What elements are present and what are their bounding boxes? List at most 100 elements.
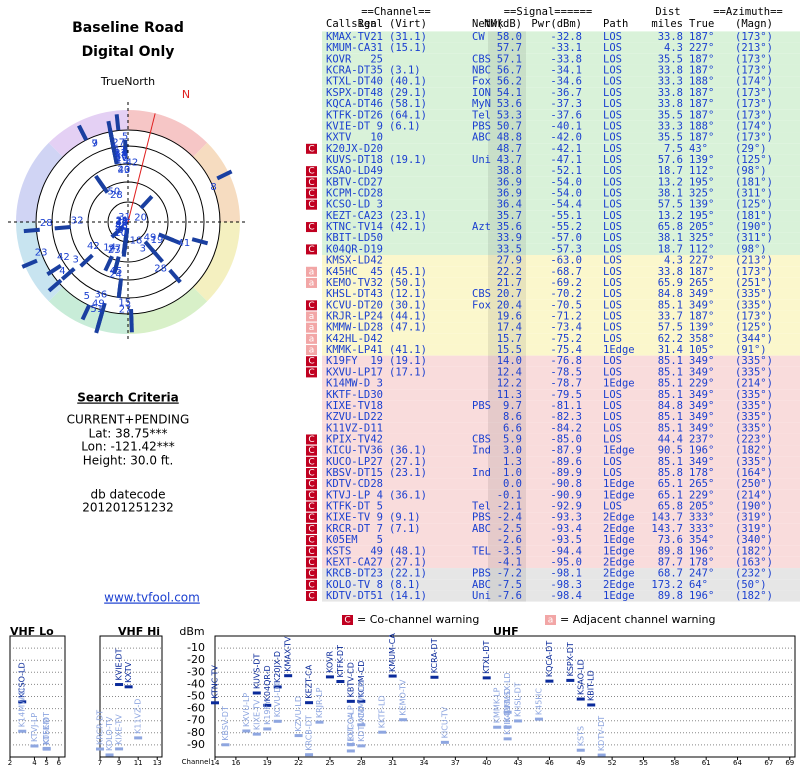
cell-nm: 15.5 bbox=[497, 344, 522, 356]
cell-call: KUVS-DT bbox=[326, 154, 371, 166]
cell-netwk: Ind bbox=[472, 445, 491, 457]
cell-nm: 57.1 bbox=[497, 53, 522, 65]
x-tick-label: 64 bbox=[733, 759, 742, 767]
db-label: db datecode bbox=[90, 488, 165, 502]
cell-nm: 0.0 bbox=[503, 478, 522, 490]
spoke-channel: 23 bbox=[108, 245, 121, 256]
cell-magn: (311°) bbox=[735, 188, 773, 200]
warning-mark: C bbox=[308, 167, 314, 177]
station-bar bbox=[18, 729, 27, 733]
cell-pwr: -71.2 bbox=[550, 311, 582, 323]
spoke-channel: 5 bbox=[122, 132, 128, 143]
cell-miles: 85.1 bbox=[658, 378, 683, 390]
cell-magn: (173°) bbox=[735, 65, 773, 77]
spoke-channel: 18 bbox=[130, 235, 143, 246]
cell-real: 43 bbox=[370, 288, 383, 300]
station-bar bbox=[357, 744, 366, 748]
cell-call: KEXT-CA bbox=[326, 556, 371, 568]
spoke-channel: 49 bbox=[144, 232, 157, 243]
cell-call: KXVU-LP bbox=[326, 366, 370, 378]
row-bg bbox=[322, 299, 800, 311]
cell-call: K45HC bbox=[326, 266, 358, 278]
cell-miles: 31.4 bbox=[658, 344, 683, 356]
cell-path: 1Edge bbox=[603, 545, 635, 557]
cell-true: 325° bbox=[689, 188, 714, 200]
warning-mark: C bbox=[308, 144, 314, 154]
row-bg bbox=[322, 579, 800, 591]
criteria-lat: Lat: 38.75*** bbox=[89, 427, 168, 441]
warning-mark: C bbox=[308, 200, 314, 210]
station-label: KCVU-DT bbox=[273, 682, 282, 718]
cell-call: K04QR-D bbox=[326, 243, 370, 255]
cell-real: 4 bbox=[377, 489, 383, 501]
row-bg bbox=[322, 489, 800, 501]
station-bar bbox=[545, 679, 554, 683]
cell-miles: 7.5 bbox=[664, 143, 683, 155]
cell-real: 42 bbox=[370, 255, 383, 267]
cell-magn: (232°) bbox=[735, 568, 773, 580]
cell-magn: (335°) bbox=[735, 288, 773, 300]
warning-box bbox=[306, 468, 317, 479]
row-bg bbox=[322, 109, 800, 121]
station-bar bbox=[115, 747, 124, 751]
cell-real: 27 bbox=[370, 456, 383, 468]
spoke-channel: 10 bbox=[114, 228, 127, 239]
spoke-channel: 35 bbox=[116, 217, 129, 228]
cell-pwr: -70.5 bbox=[550, 299, 582, 311]
cell-real: 20 bbox=[370, 143, 383, 155]
cell-true: 205° bbox=[689, 221, 714, 233]
spoke-channel: 28 bbox=[110, 190, 123, 201]
cell-path: LOS bbox=[603, 31, 622, 43]
cell-magn: (125°) bbox=[735, 199, 773, 211]
spoke-channel: 43 bbox=[118, 165, 131, 176]
cell-call: KKTF-LD bbox=[326, 389, 370, 401]
cell-netwk: ABC bbox=[472, 523, 491, 535]
spoke-channel: 25 bbox=[116, 216, 129, 227]
row-bg bbox=[322, 333, 800, 345]
station-spoke bbox=[116, 281, 123, 299]
cell-path: LOS bbox=[603, 288, 622, 300]
cell-miles: 13.2 bbox=[658, 210, 683, 222]
cell-real: 26 bbox=[370, 109, 383, 121]
station-label: KRCB-DT bbox=[305, 715, 314, 751]
warning-mark: a bbox=[309, 267, 315, 277]
cell-magn: (223°) bbox=[735, 433, 773, 445]
column-header: Callsign bbox=[326, 18, 377, 30]
cell-netwk: Tel bbox=[472, 501, 491, 513]
cell-nm: 33.9 bbox=[497, 232, 522, 244]
cell-real: 45 bbox=[370, 266, 383, 278]
cell-magn: (98°) bbox=[735, 243, 767, 255]
cell-miles: 57.6 bbox=[658, 154, 683, 166]
warning-box bbox=[306, 177, 317, 188]
cell-real: 9 bbox=[377, 120, 383, 132]
cell-pwr: -85.0 bbox=[550, 433, 582, 445]
cell-call: KEMO-TV bbox=[326, 277, 371, 289]
row-bg bbox=[322, 366, 800, 378]
cell-pwr: -42.0 bbox=[550, 132, 582, 144]
cell-pwr: -90.9 bbox=[550, 489, 582, 501]
x-tick-label: 11 bbox=[134, 759, 143, 767]
warning-mark: C bbox=[308, 301, 314, 311]
row-bg bbox=[322, 277, 800, 289]
cell-real: 17 bbox=[370, 366, 383, 378]
cell-true: 349° bbox=[689, 288, 714, 300]
cell-virt: (19.1) bbox=[389, 355, 427, 367]
station-bar bbox=[440, 740, 449, 744]
site-link[interactable]: www.tvfool.com bbox=[104, 591, 200, 605]
cell-miles: 85.1 bbox=[658, 411, 683, 423]
cell-call: KUCO-LP bbox=[326, 456, 370, 468]
station-spoke bbox=[94, 317, 103, 334]
x-tick-label: 37 bbox=[451, 759, 460, 767]
cell-virt: (47.1) bbox=[389, 322, 427, 334]
cell-netwk: ION bbox=[472, 87, 491, 99]
cell-real: 18 bbox=[370, 400, 383, 412]
cell-path: LOS bbox=[603, 366, 622, 378]
cell-real: 42 bbox=[370, 433, 383, 445]
warning-mark: C bbox=[308, 491, 314, 501]
cell-true: 349° bbox=[689, 299, 714, 311]
x-tick-label: 55 bbox=[639, 759, 648, 767]
cell-pwr: -93.3 bbox=[550, 512, 582, 524]
cell-call: KRJR-LP bbox=[326, 311, 370, 323]
panel-label: VHF Hi bbox=[118, 625, 160, 638]
cell-path: LOS bbox=[603, 199, 622, 211]
